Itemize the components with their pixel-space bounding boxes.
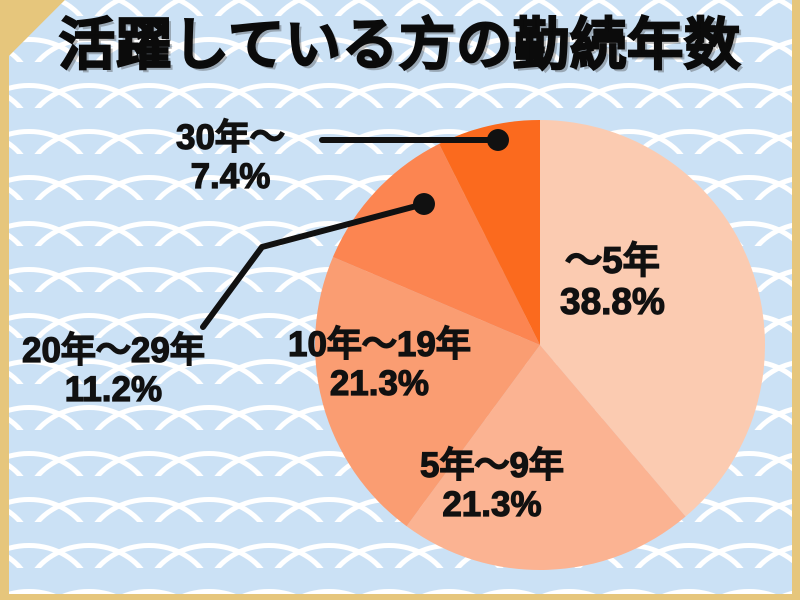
pie-slice-0-5years[interactable] [540,120,766,517]
pie-label-30plus-years-name: 30年～ [175,117,285,157]
pie-label-0-5years-value: 38.8% [559,281,665,323]
pie-label-30plus-years: 30年～ 7.4% [175,117,285,197]
pie-label-30plus-years-value: 7.4% [190,157,271,197]
pie-slice-10-19years[interactable] [315,256,540,527]
pie-label-5-9years-name: 5年～9年 [419,445,564,485]
pie-label-20-29years-value: 11.2% [64,370,163,410]
callout-leader-30plus [319,129,509,151]
pie-label-0-5years-name: ～5年 [565,239,661,281]
pie-slice-5-9years[interactable] [406,345,686,570]
pie-label-0-5years: ～5年 38.8% [559,239,665,323]
pie-slice-20-29years[interactable] [332,143,540,345]
pie-slice-30plus-years[interactable] [439,120,540,345]
pie-label-10-19years-name: 10年～19年 [287,324,471,364]
pie-label-20-29years-name: 20年～29年 [21,330,205,370]
pie-label-20-29years: 20年～29年 11.2% [21,330,205,410]
pie-label-5-9years: 5年～9年 21.3% [419,445,564,525]
pie-label-10-19years: 10年～19年 21.3% [287,324,471,404]
callout-leader-20-29 [200,193,435,330]
pie-label-5-9years-value: 21.3% [442,485,542,525]
pie-label-10-19years-value: 21.3% [329,364,430,404]
page-title: 活躍している方の勤続年数 [58,13,742,76]
